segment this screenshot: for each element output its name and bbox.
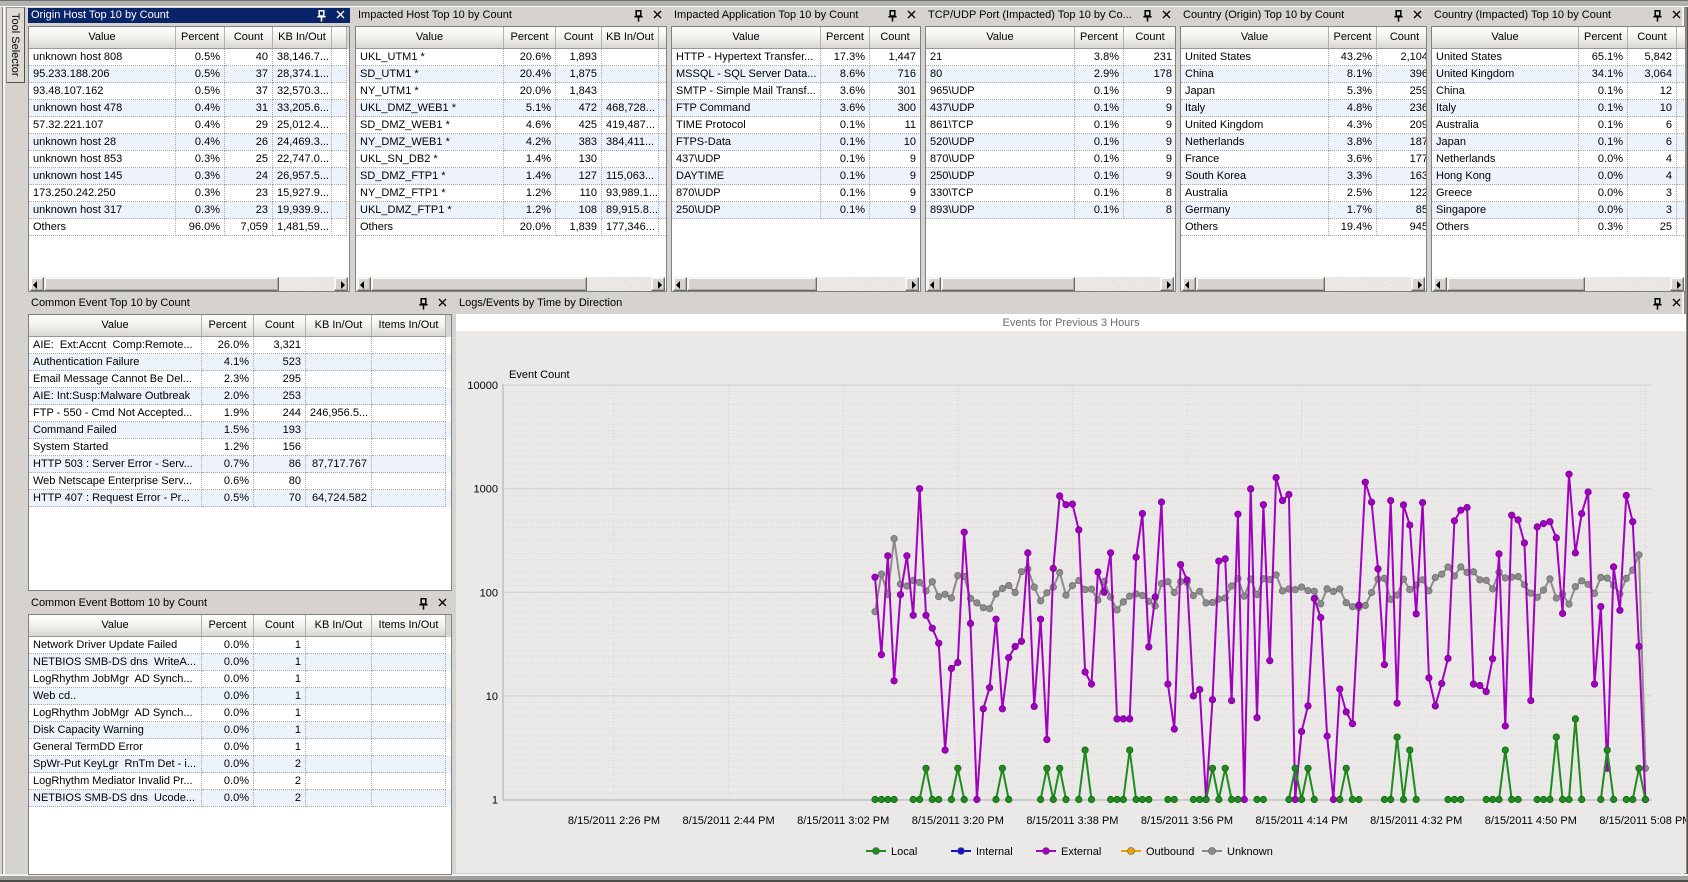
svg-text:8/15/2011 3:56 PM: 8/15/2011 3:56 PM — [1141, 815, 1233, 827]
svg-text:8/15/2011 2:44 PM: 8/15/2011 2:44 PM — [683, 815, 775, 827]
svg-text:8/15/2011 4:50 PM: 8/15/2011 4:50 PM — [1485, 815, 1577, 827]
svg-text:External: External — [1061, 846, 1101, 858]
svg-text:8/15/2011 3:02 PM: 8/15/2011 3:02 PM — [797, 815, 889, 827]
svg-text:8/15/2011 4:14 PM: 8/15/2011 4:14 PM — [1256, 815, 1348, 827]
svg-text:8/15/2011 3:20 PM: 8/15/2011 3:20 PM — [912, 815, 1004, 827]
svg-text:Events for Previous 3 Hours: Events for Previous 3 Hours — [1003, 317, 1140, 329]
svg-text:100: 100 — [480, 587, 498, 599]
svg-text:Outbound: Outbound — [1146, 846, 1194, 858]
svg-text:8/15/2011 2:26 PM: 8/15/2011 2:26 PM — [568, 815, 660, 827]
svg-text:Internal: Internal — [976, 846, 1013, 858]
svg-text:10: 10 — [486, 691, 498, 703]
svg-text:8/15/2011 4:32 PM: 8/15/2011 4:32 PM — [1370, 815, 1462, 827]
svg-text:8/15/2011 3:38 PM: 8/15/2011 3:38 PM — [1026, 815, 1118, 827]
svg-text:1: 1 — [492, 795, 498, 807]
svg-text:8/15/2011 5:08 PM: 8/15/2011 5:08 PM — [1599, 815, 1686, 827]
svg-text:10000: 10000 — [467, 380, 498, 392]
svg-text:1000: 1000 — [474, 484, 498, 496]
svg-text:Event Count: Event Count — [509, 369, 570, 381]
svg-text:Local: Local — [891, 846, 917, 858]
svg-text:Unknown: Unknown — [1227, 846, 1273, 858]
